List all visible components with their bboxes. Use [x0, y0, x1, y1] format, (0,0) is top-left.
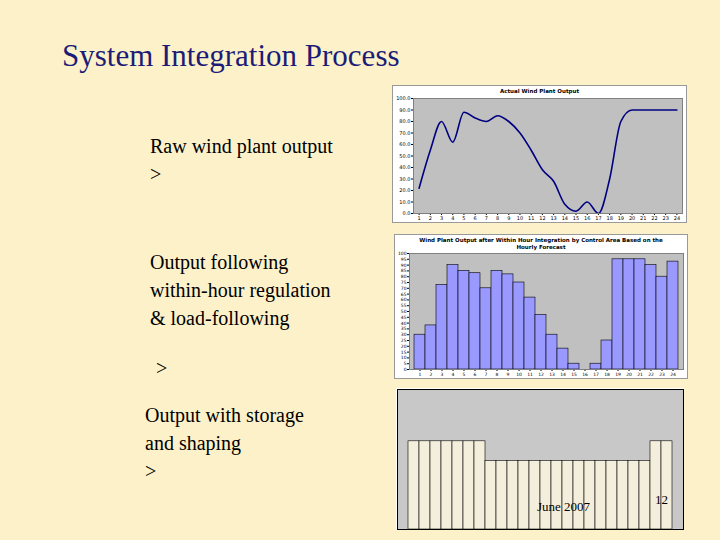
svg-text:25: 25 — [401, 338, 407, 343]
svg-text:40.0: 40.0 — [399, 164, 410, 170]
svg-text:45: 45 — [401, 315, 407, 320]
svg-text:23: 23 — [663, 215, 669, 221]
svg-text:30.0: 30.0 — [399, 176, 410, 182]
html-text:Raw wind plant output: Raw wind plant output — [150, 135, 333, 157]
svg-text:8: 8 — [496, 372, 499, 377]
svg-text:80.0: 80.0 — [399, 118, 410, 124]
svg-text:2: 2 — [430, 372, 433, 377]
svg-text:22: 22 — [651, 215, 657, 221]
svg-text:40: 40 — [401, 321, 407, 326]
svg-text:85: 85 — [401, 268, 407, 273]
svg-text:75: 75 — [401, 280, 407, 285]
html-text:June 2007: June 2007 — [537, 499, 591, 514]
svg-text:5: 5 — [462, 215, 465, 221]
svg-text:70: 70 — [401, 286, 407, 291]
svg-text:12: 12 — [539, 215, 545, 221]
svg-text:95: 95 — [401, 257, 407, 262]
svg-text:5: 5 — [463, 372, 466, 377]
svg-text:23: 23 — [659, 372, 665, 377]
svg-text:100: 100 — [398, 251, 407, 256]
svg-text:3: 3 — [440, 215, 443, 221]
svg-text:30: 30 — [401, 332, 407, 337]
svg-text:15: 15 — [401, 350, 407, 355]
svg-text:19: 19 — [615, 372, 621, 377]
svg-text:65: 65 — [401, 292, 407, 297]
svg-text:0: 0 — [404, 367, 407, 372]
svg-text:19: 19 — [618, 215, 624, 221]
svg-text:10: 10 — [517, 215, 523, 221]
svg-text:100.0: 100.0 — [396, 95, 410, 101]
html-text:& load-following: & load-following — [150, 307, 290, 329]
svg-text:1: 1 — [418, 215, 421, 221]
svg-text:16: 16 — [584, 215, 590, 221]
html-text:within-hour regulation: within-hour regulation — [150, 279, 331, 301]
html-text:and shaping: and shaping — [145, 432, 242, 454]
svg-text:10.0: 10.0 — [399, 199, 410, 205]
svg-text:7: 7 — [485, 372, 488, 377]
svg-text:17: 17 — [593, 372, 599, 377]
svg-text:90: 90 — [401, 263, 407, 268]
svg-text:7: 7 — [485, 215, 488, 221]
html-text:Output with storage: Output with storage — [145, 404, 304, 426]
svg-text:18: 18 — [606, 215, 612, 221]
svg-text:20: 20 — [626, 372, 632, 377]
svg-text:14: 14 — [562, 215, 568, 221]
svg-text:1: 1 — [419, 372, 422, 377]
svg-text:11: 11 — [527, 372, 533, 377]
svg-text:18: 18 — [604, 372, 610, 377]
svg-text:60: 60 — [401, 297, 407, 302]
svg-text:21: 21 — [640, 215, 646, 221]
svg-text:4: 4 — [451, 215, 454, 221]
svg-text:10: 10 — [516, 372, 522, 377]
svg-text:9: 9 — [507, 372, 510, 377]
svg-text:70.0: 70.0 — [399, 130, 410, 136]
html-text:System Integration Process: System Integration Process — [62, 38, 400, 73]
svg-text:35: 35 — [401, 326, 407, 331]
svg-text:4: 4 — [452, 372, 455, 377]
html-text:Output following: Output following — [150, 251, 289, 273]
svg-text:0.0: 0.0 — [403, 210, 411, 216]
svg-text:60.0: 60.0 — [399, 141, 410, 147]
svg-text:55: 55 — [401, 303, 407, 308]
svg-text:9: 9 — [507, 215, 510, 221]
svg-text:80: 80 — [401, 274, 407, 279]
svg-text:8: 8 — [496, 215, 499, 221]
html-text:Wind Plant Output after Within: Wind Plant Output after Within Hour Inte… — [419, 237, 663, 250]
svg-text:11: 11 — [528, 215, 534, 221]
svg-text:15: 15 — [571, 372, 577, 377]
svg-text:24: 24 — [670, 372, 676, 377]
svg-text:50.0: 50.0 — [399, 153, 410, 159]
svg-text:14: 14 — [560, 372, 566, 377]
svg-text:15: 15 — [573, 215, 579, 221]
svg-text:12: 12 — [538, 372, 544, 377]
svg-text:2: 2 — [429, 215, 432, 221]
svg-text:5: 5 — [404, 361, 407, 366]
svg-text:50: 50 — [401, 309, 407, 314]
svg-text:13: 13 — [550, 215, 556, 221]
svg-text:21: 21 — [637, 372, 643, 377]
html-text:12: 12 — [655, 492, 668, 507]
svg-text:10: 10 — [401, 355, 407, 360]
svg-text:3: 3 — [441, 372, 444, 377]
svg-text:13: 13 — [549, 372, 555, 377]
svg-text:6: 6 — [474, 372, 477, 377]
svg-text:20: 20 — [629, 215, 635, 221]
svg-text:6: 6 — [474, 215, 477, 221]
svg-text:22: 22 — [648, 372, 654, 377]
html-text:Actual Wind Plant Output: Actual Wind Plant Output — [500, 88, 579, 94]
svg-text:17: 17 — [595, 215, 601, 221]
svg-text:20.0: 20.0 — [399, 187, 410, 193]
svg-text:20: 20 — [401, 344, 407, 349]
svg-text:24: 24 — [674, 215, 680, 221]
svg-text:90.0: 90.0 — [399, 107, 410, 113]
svg-text:16: 16 — [582, 372, 588, 377]
